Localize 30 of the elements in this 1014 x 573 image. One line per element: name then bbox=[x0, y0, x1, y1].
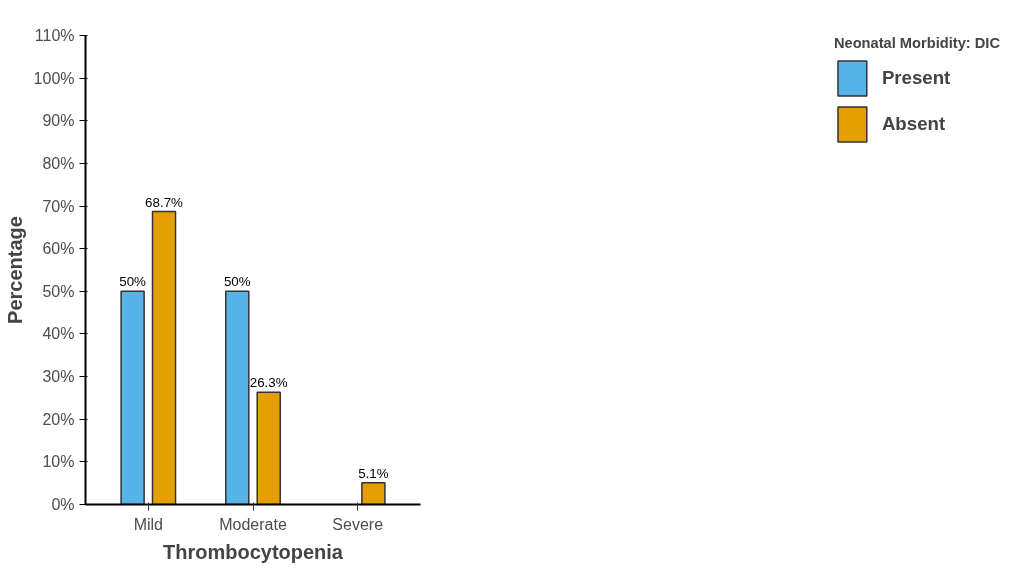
data-label: 50% bbox=[223, 274, 251, 290]
data-label: 50% bbox=[119, 274, 147, 290]
bar bbox=[120, 290, 145, 505]
y-tick-label: 0% bbox=[51, 496, 75, 513]
data-label: 5.1% bbox=[358, 465, 389, 481]
y-tick-label: 20% bbox=[42, 410, 75, 428]
y-tick-label: 90% bbox=[42, 112, 75, 130]
y-tick-label: 10% bbox=[42, 453, 75, 471]
data-label: 26.3% bbox=[249, 375, 288, 391]
bar bbox=[225, 290, 250, 505]
y-tick-label: 70% bbox=[42, 197, 75, 215]
bar bbox=[151, 210, 177, 505]
data-label: 68.7% bbox=[145, 194, 184, 210]
y-tick-label: 60% bbox=[42, 240, 75, 258]
x-tick-label: Severe bbox=[332, 515, 384, 533]
legend-label: Absent bbox=[881, 113, 946, 135]
x-tick-label: Mild bbox=[133, 515, 163, 533]
y-tick-label: 100% bbox=[33, 69, 75, 87]
x-axis-title: Thrombocytopenia bbox=[163, 540, 344, 563]
bar bbox=[256, 391, 281, 505]
y-tick-label: 80% bbox=[42, 154, 75, 172]
y-tick-label: 30% bbox=[42, 368, 75, 386]
y-tick-label: 110% bbox=[34, 27, 75, 44]
y-tick-label: 50% bbox=[42, 282, 75, 300]
bar bbox=[361, 482, 386, 505]
y-axis-title: Percentage bbox=[3, 216, 26, 324]
legend-title: Neonatal Morbidity: DIC bbox=[833, 35, 1000, 51]
legend-label: Present bbox=[881, 67, 951, 89]
y-tick-label: 40% bbox=[42, 325, 75, 343]
x-tick-label: Moderate bbox=[219, 515, 287, 533]
